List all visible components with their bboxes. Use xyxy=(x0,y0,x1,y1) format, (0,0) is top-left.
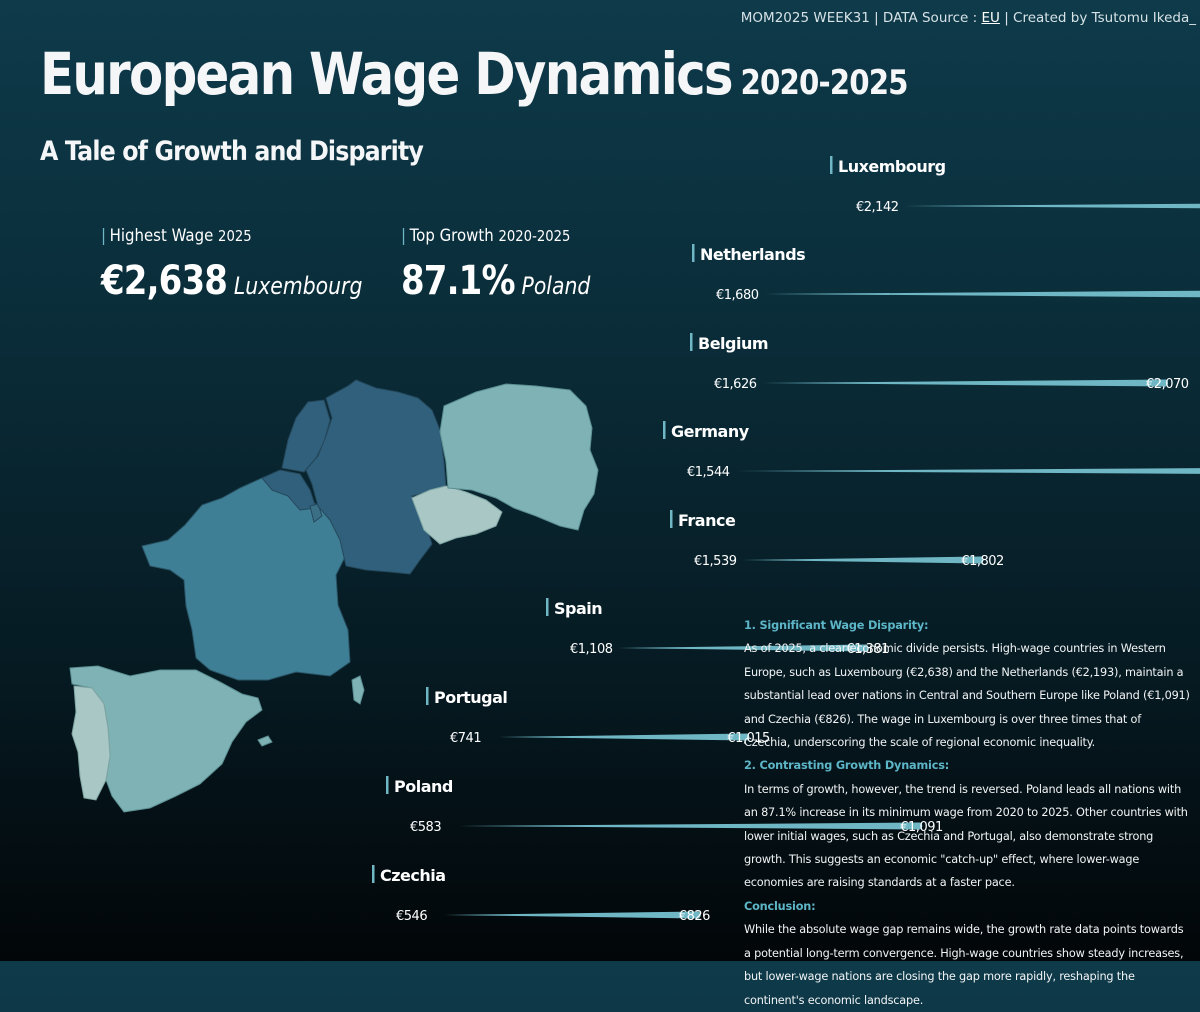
dumbbell-chart: Luxembourg€2,142€2,638Netherlands€1,680€… xyxy=(372,156,1200,924)
start-value-label: €1,626 xyxy=(714,377,757,392)
start-value-label: €546 xyxy=(396,909,427,924)
data-source-link[interactable]: EU xyxy=(981,10,1000,26)
europe-map xyxy=(69,379,599,813)
dumbbell-bar[interactable] xyxy=(764,290,1200,298)
dumbbell-bar[interactable] xyxy=(742,556,984,564)
country-marker xyxy=(546,598,549,616)
title-years: 2020-2025 xyxy=(740,63,909,103)
country-marker xyxy=(386,776,389,794)
dumbbell-bar[interactable] xyxy=(618,644,869,652)
dumbbell-bar[interactable] xyxy=(904,203,1200,210)
country-marker xyxy=(690,333,693,351)
dumbbell-bar[interactable] xyxy=(762,379,1169,387)
dumbbell-bar[interactable] xyxy=(458,822,923,830)
map-corsica[interactable] xyxy=(351,675,365,705)
page-title: European Wage Dynamics 2020-2025 xyxy=(40,40,909,108)
country-marker xyxy=(830,156,833,174)
country-name: Portugal xyxy=(434,688,507,707)
start-value-label: €2,142 xyxy=(856,200,899,215)
country-row-netherlands: Netherlands€1,680€2,193 xyxy=(692,244,1200,303)
dumbbell-bar[interactable] xyxy=(735,468,1200,475)
kpi-highest-label: | Highest Wage 2025 xyxy=(101,226,252,246)
map-portugal[interactable] xyxy=(71,685,111,801)
country-name: France xyxy=(678,511,736,530)
country-name: Belgium xyxy=(698,334,768,353)
country-row-france: France €1,539 €1,802 xyxy=(670,510,1004,569)
start-value-label: €1,108 xyxy=(570,642,613,657)
country-marker xyxy=(663,421,666,439)
country-row-czechia: Czechia €546 €826 xyxy=(372,865,711,924)
end-value-label: €826 xyxy=(679,909,710,924)
kpi-highest-wage: | Highest Wage 2025 €2,638 Luxembourg xyxy=(101,226,409,304)
narrative-paragraph: While the absolute wage gap remains wide… xyxy=(744,923,1184,1007)
credit-suffix: | Created by Tsutomu Ikeda_ xyxy=(999,10,1196,26)
country-name: Poland xyxy=(394,777,453,796)
country-row-spain: Spain €1,108 €1,381 xyxy=(546,598,890,657)
title-text: European Wage Dynamics xyxy=(40,40,734,108)
narrative-heading: 1. Significant Wage Disparity: xyxy=(744,619,929,632)
country-name: Luxembourg xyxy=(838,157,946,176)
kpi-top-growth: | Top Growth 2020-2025 87.1% Poland xyxy=(401,226,624,304)
country-marker xyxy=(692,244,695,262)
map-poland[interactable] xyxy=(439,383,599,531)
map-balearic[interactable] xyxy=(257,735,273,747)
dumbbell-bar[interactable] xyxy=(498,733,750,741)
credit-prefix: MOM2025 WEEK31 | DATA Source : xyxy=(740,10,982,26)
country-row-luxembourg: Luxembourg€2,142€2,638 xyxy=(830,156,1200,215)
start-value-label: €741 xyxy=(450,731,481,746)
country-name: Germany xyxy=(671,422,750,441)
start-value-label: €1,539 xyxy=(694,554,737,569)
narrative-heading: Conclusion: xyxy=(744,899,816,913)
dumbbell-bar[interactable] xyxy=(444,911,701,919)
end-value-label: €1,802 xyxy=(961,554,1004,569)
country-row-germany: Germany€1,544€2,161 xyxy=(663,421,1200,480)
end-value-label: €2,070 xyxy=(1146,377,1189,392)
page-subtitle: A Tale of Growth and Disparity xyxy=(40,136,424,167)
country-name: Netherlands xyxy=(700,245,805,264)
kpi-growth-value: 87.1% Poland xyxy=(401,258,591,304)
credit-line: MOM2025 WEEK31 | DATA Source : EU | Crea… xyxy=(741,10,1196,26)
country-row-belgium: Belgium €1,626 €2,070 xyxy=(690,333,1189,392)
map-luxembourg[interactable] xyxy=(309,503,323,523)
kpi-growth-label: | Top Growth 2020-2025 xyxy=(401,226,571,246)
start-value-label: €1,544 xyxy=(687,465,730,480)
narrative-panel: 1. Significant Wage Disparity: As of 2025… xyxy=(744,614,1190,1012)
end-value-label: €1,015 xyxy=(727,731,770,746)
end-value-label: €1,091 xyxy=(900,820,943,835)
country-marker xyxy=(670,510,673,528)
country-marker xyxy=(426,687,429,705)
country-row-portugal: Portugal €741 €1,015 xyxy=(426,687,771,746)
narrative-paragraph: As of 2025, a clear economic divide pers… xyxy=(744,642,1190,750)
end-value-label: €1,381 xyxy=(846,642,889,657)
kpi-highest-country: Luxembourg xyxy=(233,272,363,300)
country-row-poland: Poland €583 €1,091 xyxy=(386,776,943,835)
narrative-heading: 2. Contrasting Growth Dynamics: xyxy=(744,759,950,773)
map-germany[interactable] xyxy=(305,379,447,575)
kpi-highest-value: €2,638 Luxembourg xyxy=(101,258,363,304)
country-name: Spain xyxy=(554,599,602,618)
wage-map-and-dumbbells: Luxembourg€2,142€2,638Netherlands€1,680€… xyxy=(69,156,1200,924)
start-value-label: €1,680 xyxy=(716,288,759,303)
start-value-label: €583 xyxy=(410,820,441,835)
country-marker xyxy=(372,865,375,883)
map-czechia[interactable] xyxy=(411,485,503,545)
kpi-growth-country: Poland xyxy=(521,272,591,300)
country-name: Czechia xyxy=(380,866,446,885)
narrative-paragraph: In terms of growth, however, the trend i… xyxy=(744,782,1188,890)
